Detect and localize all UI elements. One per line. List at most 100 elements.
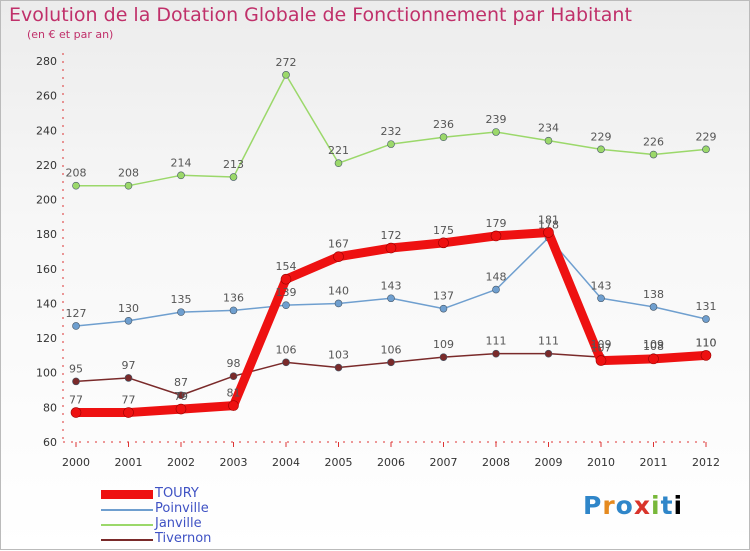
legend-swatch-janville: [101, 524, 153, 526]
data-label-tivernon: 106: [381, 343, 402, 356]
data-label-janville: 272: [276, 56, 297, 69]
legend-label-toury: TOURY: [155, 486, 199, 501]
data-point-janville: [229, 173, 238, 181]
proxiti-logo: Proxiti: [583, 491, 683, 520]
data-label-toury: 108: [643, 340, 664, 353]
data-point-janville: [177, 171, 185, 180]
y-tick-label: 60: [43, 436, 57, 449]
data-label-poinville: 137: [433, 290, 454, 303]
data-label-toury: 81: [227, 387, 241, 400]
data-label-poinville: 139: [276, 286, 297, 299]
x-tick-label: 2003: [220, 456, 248, 469]
data-point-janville: [544, 136, 553, 145]
data-point-tivernon: [492, 349, 500, 358]
data-label-poinville: 178: [538, 219, 559, 232]
data-label-tivernon: 98: [227, 357, 241, 370]
data-label-janville: 221: [328, 144, 349, 157]
data-point-toury: [595, 355, 607, 366]
data-label-janville: 229: [591, 130, 612, 143]
data-label-poinville: 127: [66, 307, 87, 320]
data-point-toury: [438, 237, 449, 249]
data-point-toury: [490, 230, 502, 242]
data-point-tivernon: [124, 374, 133, 382]
data-point-janville: [282, 71, 290, 79]
data-label-janville: 229: [696, 130, 717, 143]
data-label-janville: 236: [433, 118, 454, 131]
data-label-tivernon: 109: [433, 338, 454, 351]
data-label-tivernon: 97: [122, 359, 136, 372]
data-point-janville: [702, 145, 710, 154]
logo-letter: P: [583, 491, 603, 520]
chart-title: Evolution de la Dotation Globale de Fonc…: [9, 4, 632, 26]
data-point-janville: [492, 128, 500, 136]
data-label-tivernon: 109: [591, 338, 612, 351]
data-point-toury: [70, 407, 82, 418]
x-tick-label: 2007: [430, 456, 458, 469]
x-tick-label: 2006: [377, 456, 405, 469]
data-point-toury: [385, 242, 397, 254]
data-point-toury: [228, 400, 239, 411]
data-label-tivernon: 95: [69, 362, 83, 375]
data-label-tivernon: 87: [174, 376, 188, 389]
y-tick-label: 280: [36, 55, 57, 68]
data-label-tivernon: 109: [643, 338, 664, 351]
legend-swatch-tivernon: [101, 539, 153, 541]
data-label-poinville: 130: [118, 302, 139, 315]
x-tick-label: 2011: [640, 456, 668, 469]
data-label-toury: 77: [122, 394, 136, 407]
legend-label-janville: Janville: [155, 516, 202, 531]
data-point-janville: [649, 150, 658, 159]
series-line-toury: [71, 227, 711, 418]
data-point-tivernon: [439, 353, 448, 361]
logo-letter: r: [602, 491, 616, 520]
data-label-janville: 232: [381, 125, 402, 138]
data-label-poinville: 131: [696, 300, 717, 313]
data-point-poinville: [597, 294, 605, 303]
x-tick-label: 2002: [167, 456, 195, 469]
data-label-janville: 239: [486, 113, 507, 126]
data-label-tivernon: 106: [276, 343, 297, 356]
data-label-janville: 226: [643, 136, 664, 149]
data-label-tivernon: 110: [696, 336, 717, 349]
data-label-poinville: 140: [328, 284, 349, 297]
data-point-toury: [280, 273, 292, 285]
data-label-janville: 213: [223, 158, 244, 171]
data-label-janville: 208: [118, 167, 139, 180]
legend-label-poinville: Poinville: [155, 501, 209, 516]
data-label-poinville: 136: [223, 291, 244, 304]
data-point-poinville: [229, 306, 238, 315]
data-point-toury: [700, 350, 712, 361]
data-label-toury: 77: [69, 394, 83, 407]
data-point-poinville: [439, 304, 448, 313]
data-point-janville: [334, 159, 343, 167]
data-label-toury: 175: [433, 224, 454, 237]
data-label-tivernon: 111: [538, 335, 559, 348]
data-label-janville: 208: [66, 167, 87, 180]
data-label-toury: 172: [381, 229, 402, 242]
y-tick-label: 100: [36, 367, 57, 380]
data-label-poinville: 135: [171, 293, 192, 306]
x-tick-label: 2001: [115, 456, 143, 469]
logo-letter: i: [651, 491, 661, 520]
data-point-tivernon: [229, 372, 238, 380]
data-point-janville: [72, 181, 80, 190]
data-point-janville: [387, 140, 395, 148]
legend-swatch-toury: [101, 490, 153, 499]
data-label-toury: 181: [538, 213, 559, 226]
data-point-tivernon: [282, 358, 290, 367]
legend-swatch-poinville: [101, 509, 153, 511]
x-tick-label: 2012: [692, 456, 720, 469]
data-point-janville: [124, 181, 133, 190]
x-tick-label: 2010: [587, 456, 615, 469]
data-label-toury: 79: [174, 390, 188, 403]
data-point-janville: [597, 145, 605, 154]
x-tick-label: 2005: [325, 456, 353, 469]
x-tick-label: 2008: [482, 456, 510, 469]
x-tick-label: 2000: [62, 456, 90, 469]
data-point-toury: [543, 227, 554, 238]
data-point-tivernon: [544, 349, 553, 358]
data-point-toury: [333, 251, 344, 262]
data-point-poinville: [282, 301, 290, 309]
